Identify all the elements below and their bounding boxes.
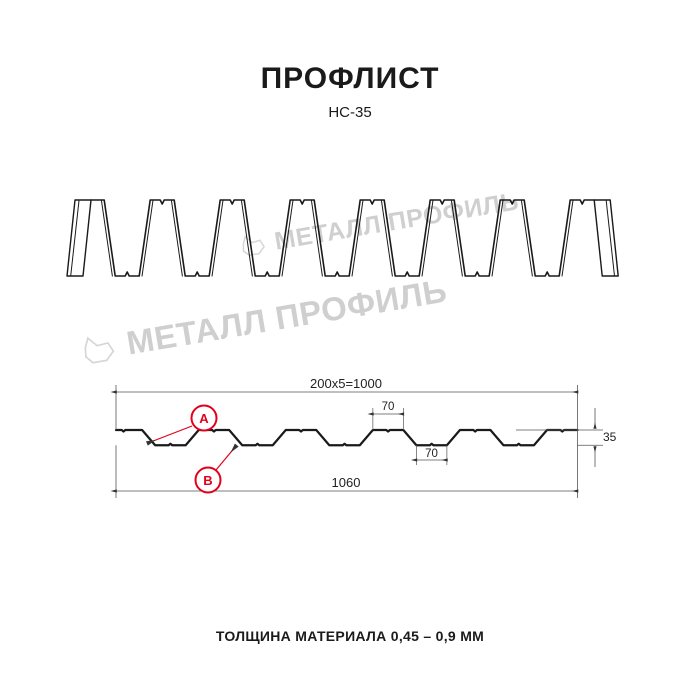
svg-text:70: 70	[382, 401, 395, 413]
svg-text:1060: 1060	[332, 475, 361, 490]
svg-text:35: 35	[603, 430, 617, 444]
svg-text:70: 70	[425, 448, 438, 460]
svg-text:B: B	[203, 473, 212, 488]
svg-text:A: A	[199, 411, 209, 426]
svg-text:200x5=1000: 200x5=1000	[310, 376, 382, 391]
